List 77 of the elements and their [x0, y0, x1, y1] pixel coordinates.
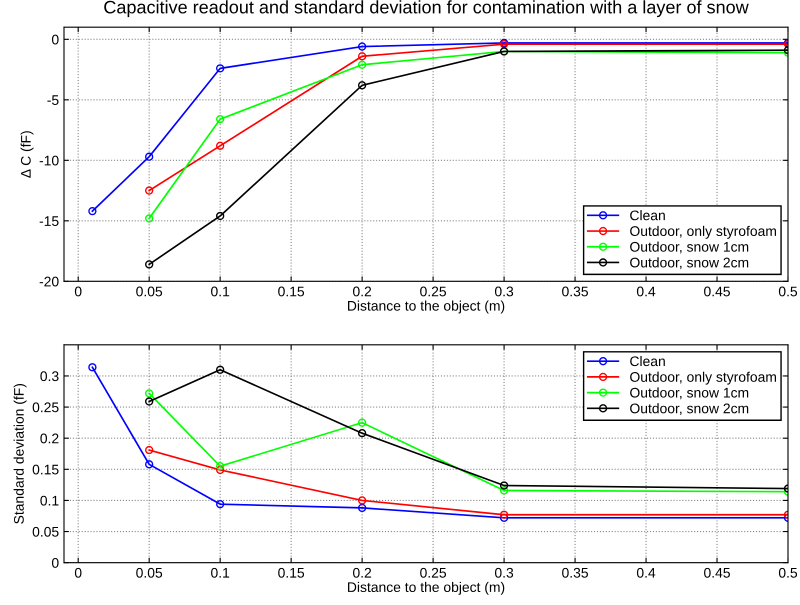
point: [216, 500, 224, 508]
point: [216, 366, 224, 374]
point: [358, 418, 366, 427]
legend-label: Outdoor, only styrofoam: [630, 226, 776, 239]
point: [358, 52, 366, 60]
chart-title: Capacitive readout and standard deviation for contamination with a layer of snow: [104, 0, 749, 18]
legend-label: Outdoor, only styrofoam: [630, 372, 776, 385]
y-axis-title: Δ C (fF): [20, 131, 34, 178]
point: [500, 481, 508, 490]
point: [145, 260, 154, 269]
point: [358, 429, 366, 438]
point: [88, 206, 97, 216]
point: [500, 514, 508, 522]
legend-label: Clean: [630, 210, 665, 220]
legend-label: Outdoor, snow 1cm: [630, 387, 748, 400]
legend-label: Outdoor, snow 2cm: [630, 403, 748, 415]
point: [145, 186, 154, 195]
x-tick-label: 0.3: [494, 286, 514, 296]
point: [216, 212, 224, 220]
x-tick-label: 0.4: [636, 286, 656, 296]
y-tick-label: -10: [40, 156, 59, 166]
point: [358, 42, 366, 51]
x-tick-label: 0.1: [211, 286, 230, 296]
x-tick-label: 0.45: [704, 286, 730, 296]
x-tick-label: 0.05: [136, 568, 162, 578]
point: [145, 152, 154, 161]
point: [145, 214, 154, 223]
x-tick-label: 0.45: [704, 568, 730, 578]
point: [145, 460, 154, 468]
y-tick-label: 0: [52, 34, 59, 44]
x-tick-label: 0: [74, 568, 82, 578]
x-axis-title: Distance to the object (m): [348, 582, 504, 595]
point: [500, 510, 508, 519]
y-tick-label: -15: [40, 216, 59, 226]
x-tick-label: 0.1: [211, 568, 230, 578]
point: [500, 486, 508, 495]
x-tick-label: 0.35: [562, 568, 588, 578]
x-tick-label: 0.4: [636, 568, 656, 578]
point: [358, 60, 366, 69]
point: [216, 64, 224, 73]
y-tick-label: 0.05: [32, 526, 59, 537]
y-tick-label: 0: [52, 558, 59, 568]
legend-label: Clean: [630, 356, 665, 366]
y-tick-label: -5: [47, 95, 59, 105]
y-tick-label: 0.25: [32, 402, 59, 412]
legend-label: Outdoor, snow 1cm: [630, 242, 748, 254]
point: [358, 81, 366, 90]
point: [216, 142, 224, 150]
point: [216, 466, 224, 474]
x-tick-label: 0.15: [278, 568, 304, 578]
x-tick-label: 0.5: [778, 286, 798, 296]
point: [216, 462, 224, 470]
point: [216, 115, 224, 124]
point: [145, 397, 154, 406]
point: [145, 446, 154, 454]
x-tick-label: 0.25: [420, 286, 446, 296]
x-tick-label: 0.2: [353, 568, 372, 578]
y-tick-label: 0.3: [40, 371, 59, 382]
y-axis-title: Standard deviation (fF): [14, 384, 27, 524]
x-tick-label: 0: [74, 286, 82, 296]
point: [145, 389, 154, 398]
point: [358, 496, 366, 505]
x-tick-label: 0.3: [494, 568, 514, 578]
y-tick-label: 0.1: [40, 496, 58, 506]
x-tick-label: 0.25: [420, 568, 446, 578]
point: [358, 504, 366, 512]
x-tick-label: 0.15: [278, 286, 304, 296]
x-tick-label: 0.2: [353, 286, 372, 296]
y-tick-label: 0.15: [32, 464, 59, 474]
x-tick-label: 0.35: [562, 286, 588, 296]
legend-label: Outdoor, snow 2cm: [630, 257, 748, 270]
x-tick-label: 0.05: [136, 286, 162, 296]
x-axis-title: Distance to the object (m): [348, 300, 504, 314]
point: [88, 363, 97, 372]
y-tick-label: -20: [40, 276, 59, 286]
x-tick-label: 0.5: [778, 568, 798, 578]
y-tick-label: 0.2: [40, 434, 58, 444]
